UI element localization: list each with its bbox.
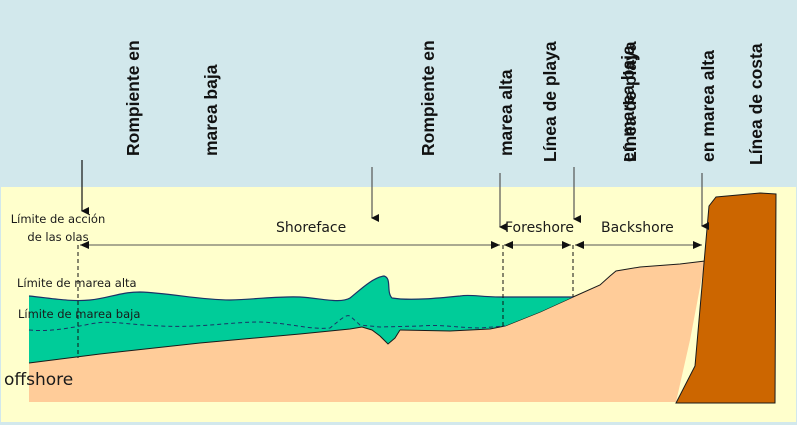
sand-body — [29, 261, 705, 402]
cliff — [675, 192, 777, 404]
label-linea-costa: Línea de costa — [691, 43, 797, 165]
low-tide-dashed-line — [28, 315, 506, 331]
label-line: Límite de acción — [10, 212, 106, 226]
sky-band — [0, 0, 797, 187]
label-line: Rompiente en — [418, 40, 438, 156]
seabed-line — [28, 325, 506, 364]
label-limite-marea-baja: Límite de marea baja — [18, 307, 141, 321]
label-line: Línea de playa — [540, 41, 560, 162]
label-rompiente-marea-baja: Rompiente en marea baja — [68, 40, 276, 156]
label-limite-accion-olas: Límite de acción de las olas — [4, 210, 112, 246]
label-line: Línea de costa — [746, 43, 766, 165]
label-line: Rompiente en — [123, 40, 143, 156]
label-limite-marea-alta: Límite de marea alta — [17, 276, 137, 290]
label-line: marea baja — [201, 64, 221, 156]
zone-shoreface: Shoreface — [276, 220, 347, 236]
zone-offshore: offshore — [4, 370, 74, 390]
label-line: de las olas — [27, 230, 89, 244]
zone-backshore: Backshore — [601, 220, 674, 236]
label-line: Línea de playa — [620, 41, 640, 162]
water-body — [29, 276, 573, 363]
zone-foreshore: Foreshore — [505, 220, 574, 236]
high-tide-surface — [28, 275, 573, 302]
wave-trough — [361, 326, 401, 345]
